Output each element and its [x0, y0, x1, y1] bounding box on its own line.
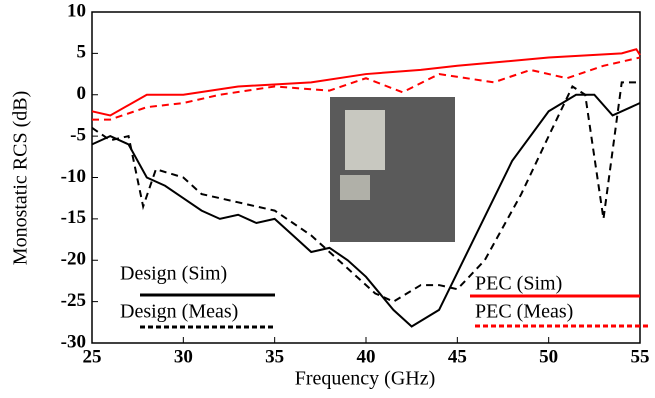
y-tick-label: -20 [61, 249, 86, 270]
x-tick-label: 30 [174, 346, 193, 367]
y-tick-label: -30 [61, 331, 86, 352]
y-tick-label: 10 [67, 0, 86, 21]
x-tick-label: 40 [357, 346, 376, 367]
x-tick-label: 50 [539, 346, 558, 367]
y-tick-label: -25 [61, 290, 86, 311]
inset-photo-object [340, 175, 370, 200]
x-tick-label: 35 [265, 346, 284, 367]
y-tick-label: 5 [77, 42, 87, 63]
x-axis-label: Frequency (GHz) [295, 368, 436, 390]
y-tick-label: -5 [70, 124, 86, 145]
series-line [91, 48, 641, 117]
x-tick-label: 45 [448, 346, 467, 367]
legend-label: Design (Sim) [120, 263, 227, 285]
series-line [92, 56, 641, 121]
legend-label: PEC (Meas) [475, 301, 573, 323]
y-tick-label: -15 [61, 207, 86, 228]
inset-photo-object [345, 110, 385, 170]
y-tick-label: 0 [77, 83, 87, 104]
y-axis-label: Monostatic RCS (dB) [10, 91, 32, 265]
legend-label: PEC (Sim) [475, 273, 562, 295]
y-tick-label: -10 [61, 166, 86, 187]
x-tick-label: 55 [631, 346, 650, 367]
series-line [91, 93, 641, 328]
series-line [91, 81, 640, 303]
x-tick-label: 25 [83, 346, 102, 367]
legend-label: Design (Meas) [120, 301, 238, 323]
